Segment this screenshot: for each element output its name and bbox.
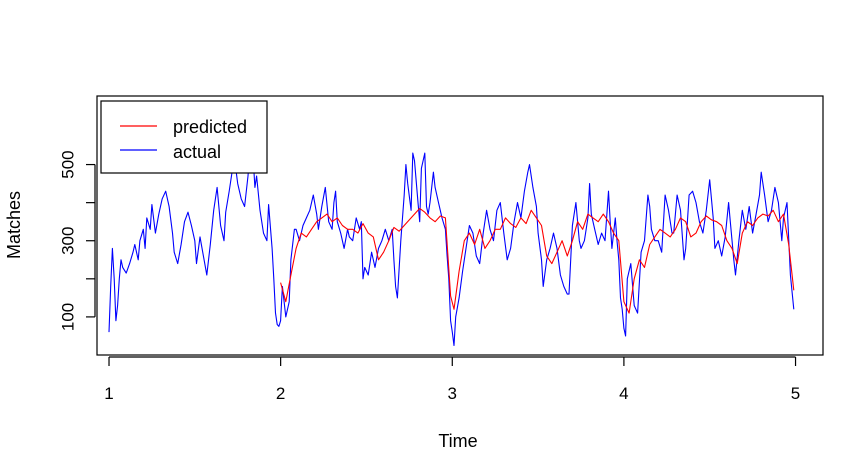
legend: predicted actual <box>100 100 268 174</box>
x-tick-label: 2 <box>276 384 285 403</box>
x-tick-label: 3 <box>448 384 457 403</box>
series-layer <box>108 129 795 347</box>
y-tick-label: 300 <box>59 227 78 255</box>
legend-label-actual: actual <box>173 142 221 162</box>
x-tick-label: 1 <box>104 384 113 403</box>
x-axis: 1 2 3 4 5 <box>104 356 800 403</box>
series-line-actual <box>108 129 795 347</box>
legend-box <box>100 100 268 174</box>
x-tick-label: 4 <box>619 384 628 403</box>
plot-frame <box>96 95 824 356</box>
y-axis: 100 300 500 <box>59 150 96 331</box>
y-tick-label: 100 <box>59 303 78 331</box>
legend-label-predicted: predicted <box>173 117 247 137</box>
y-tick-label: 500 <box>59 150 78 178</box>
x-axis-title: Time <box>438 431 477 451</box>
y-axis-title: Matches <box>4 191 24 259</box>
series-line-predicted <box>280 207 795 314</box>
x-tick-label: 5 <box>791 384 800 403</box>
